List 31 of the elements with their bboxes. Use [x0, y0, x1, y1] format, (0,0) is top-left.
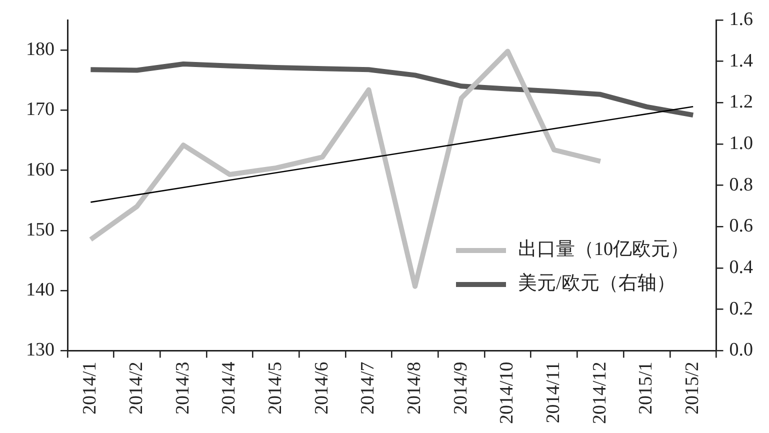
y2-tick-label: 0.6: [729, 216, 753, 237]
y2-tick-label: 1.0: [729, 133, 753, 154]
y2-tick-label: 1.4: [729, 50, 754, 72]
y2-tick-label: 0.8: [729, 174, 753, 196]
x-tick-label: 2014/1: [80, 362, 101, 414]
y2-tick-label: 1.2: [729, 92, 753, 113]
x-tick-label: 2015/2: [682, 362, 704, 414]
y2-tick-label: 1.6: [729, 8, 753, 30]
y-tick-label: 160: [26, 159, 54, 180]
y2-tick-label: 0.0: [729, 340, 753, 361]
x-tick-label: 2014/11: [543, 362, 564, 424]
legend-label: 美元/欧元（右轴）: [518, 272, 676, 296]
x-tick-label: 2014/9: [450, 362, 472, 414]
y-tick-label: 130: [26, 340, 54, 361]
y2-tick-label: 0.4: [729, 257, 754, 278]
y-tick-label: 150: [26, 219, 54, 240]
x-tick-label: 2014/6: [311, 362, 332, 414]
y-tick-label: 180: [26, 39, 54, 60]
legend-label: 出口量（10亿欧元）: [518, 238, 689, 262]
y-tick-label: 170: [26, 99, 54, 120]
y2-tick-label: 0.2: [729, 298, 753, 320]
x-tick-label: 2014/5: [265, 362, 286, 414]
y-tick-label: 140: [26, 280, 54, 301]
x-tick-label: 2014/7: [358, 362, 379, 414]
x-tick-label: 2014/4: [218, 361, 240, 414]
x-tick-label: 2014/12: [589, 362, 610, 424]
x-tick-label: 2014/10: [496, 362, 518, 424]
x-tick-label: 2014/2: [126, 362, 147, 414]
x-tick-label: 2014/8: [404, 362, 426, 414]
x-tick-label: 2015/1: [636, 362, 657, 414]
x-tick-label: 2014/3: [172, 362, 194, 414]
